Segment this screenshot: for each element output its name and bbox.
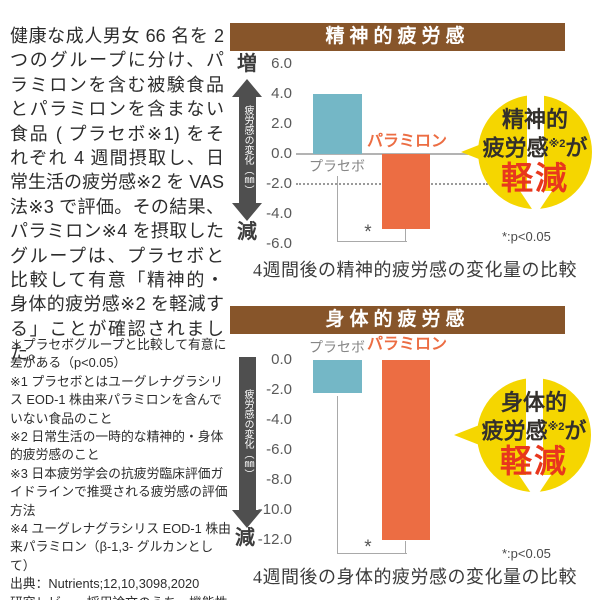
callout-line1: 精神的: [501, 107, 568, 132]
callout-tail: [461, 141, 489, 163]
footnote-item: 出典：Nutrients;12,10,3098,2020: [10, 576, 200, 592]
footnote-item: ※3 日本疲労学会の抗疲労臨床評価ガイドラインで推奨される疲労感の評価方法: [10, 465, 228, 518]
footnote-item: ＊プラセボグループと比較して有意に差がある（p<0.05）: [10, 337, 227, 371]
arrow-up-icon: [232, 79, 262, 97]
footnotes: ＊プラセボグループと比較して有意に差がある（p<0.05） ※1 プラセボとはユー…: [10, 336, 232, 600]
y-tick-label: -6.0: [266, 441, 292, 458]
chart-title-banner: 精神的疲労感: [230, 23, 565, 51]
down-arrow-head-icon: [519, 475, 551, 499]
placebo-bar-label: プラセボ: [309, 339, 365, 355]
placebo-bar: [313, 360, 362, 393]
significance-bracket: [337, 396, 407, 554]
chart-caption: 4週間後の身体的疲労感の変化量の比較: [253, 567, 577, 587]
y-axis-arrow: 疲労感の変化（㎜）: [232, 357, 262, 528]
callout-line2: 疲労感※2が: [481, 418, 587, 444]
chart-caption: 4週間後の精神的疲労感の変化量の比較: [253, 260, 577, 280]
paramylon-bar: [382, 154, 430, 229]
footnote-item: ※4 ユーグレナグラシリス EOD-1 株由来パラミロン（β-1,3- グルカン…: [10, 521, 231, 573]
placebo-bar: [313, 94, 362, 154]
arrow-down-icon: [232, 203, 262, 221]
callout-line1: 身体的: [500, 390, 567, 415]
y-tick-label: 6.0: [271, 55, 292, 72]
axis-decrease-label: 減: [235, 527, 255, 549]
placebo-bar-label: プラセボ: [309, 158, 365, 174]
y-axis-label: 疲労感の変化（㎜）: [242, 105, 253, 195]
y-tick-label: -8.0: [266, 471, 292, 488]
down-arrow-head-icon: [520, 191, 552, 215]
callout-tail: [454, 424, 482, 446]
y-tick-label: -2.0: [266, 175, 292, 192]
paramylon-bar-label: パラミロン: [366, 336, 447, 353]
significance-note: *:p<0.05: [502, 546, 551, 561]
y-tick-label: 0.0: [271, 351, 292, 368]
footnote-item: ※1 プラセボとはユーグレナグラシリス EOD-1 株由来パラミロンを含んでいな…: [10, 373, 224, 426]
significance-bracket: [337, 176, 407, 242]
y-tick-label: 0.0: [271, 145, 292, 162]
callout-highlight: 軽減: [500, 160, 569, 197]
y-tick-label: -2.0: [266, 381, 292, 398]
significance-bracket-right: [405, 229, 406, 241]
callout-text: 精神的 疲労感※2が 軽減: [470, 107, 600, 196]
y-tick-label: -12.0: [257, 531, 292, 548]
paramylon-bar-label: パラミロン: [366, 133, 447, 150]
y-axis-arrow-body: 疲労感の変化（㎜）: [238, 357, 256, 510]
significance-asterisk: *: [364, 222, 372, 243]
y-tick-label: -6.0: [266, 235, 292, 252]
intro-paragraph: 健康な成人男女 66 名を 2 つのグループに分け、パラミロンを含む被験食品とパ…: [10, 26, 224, 364]
callout-line2: 疲労感※2が: [482, 135, 588, 161]
y-tick-label: 2.0: [271, 115, 292, 132]
significance-bracket-right: [405, 541, 406, 553]
y-axis-arrow-body: 疲労感の変化（㎜）: [238, 97, 256, 203]
chart-title-banner: 身体的疲労感: [230, 306, 565, 334]
footnote-item: ※2 日常生活の一時的な精神的・身体的疲労感のこと: [10, 429, 224, 463]
significance-asterisk: *: [364, 537, 372, 558]
significance-note: *:p<0.05: [502, 229, 551, 244]
axis-increase-label: 増: [237, 53, 257, 75]
y-axis-label: 疲労感の変化（㎜）: [242, 388, 253, 479]
callout-highlight: 軽減: [499, 443, 568, 480]
y-tick-label: -10.0: [257, 501, 292, 518]
axis-decrease-label: 減: [237, 221, 257, 243]
y-tick-label: 4.0: [271, 85, 292, 102]
callout-text: 身体的 疲労感※2が 軽減: [469, 390, 599, 479]
arrow-down-icon: [232, 510, 262, 528]
down-arrow-icon: [527, 73, 544, 191]
y-tick-label: -4.0: [266, 205, 292, 222]
paramylon-bar: [382, 360, 430, 540]
y-tick-label: -4.0: [266, 411, 292, 428]
y-axis-arrow: 疲労感の変化（㎜）: [232, 79, 262, 221]
down-arrow-icon: [526, 358, 543, 475]
footnote-item: 研究レビュー採用論文のうち、機能性関与成分による試験結果の代表的な 1 報を提示…: [10, 594, 232, 600]
